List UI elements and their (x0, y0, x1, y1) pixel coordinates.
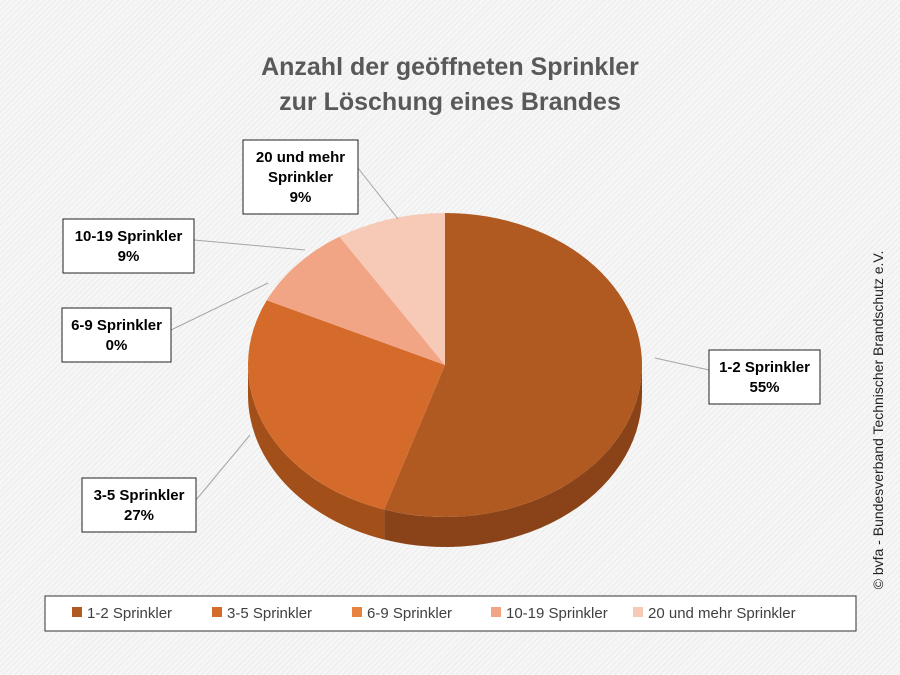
slice-label-text-1-0: 3-5 Sprinkler (94, 487, 185, 504)
legend: 1-2 Sprinkler 3-5 Sprinkler 6-9 Sprinkler 1… (44, 595, 857, 632)
legend-label-3: 10-19 Sprinkler (506, 605, 608, 622)
legend-frame (44, 595, 857, 632)
legend-item-0: 1-2 Sprinkler (72, 605, 172, 622)
slice-label-text-4-2: 9% (290, 189, 312, 206)
leader-line-4 (357, 167, 399, 220)
slice-label-box-0 (708, 349, 821, 405)
leader-line-1 (195, 434, 251, 501)
legend-item-3: 10-19 Sprinkler (491, 605, 608, 622)
pie-slice-0 (384, 213, 643, 518)
slice-label-text-0-0: 1-2 Sprinkler (719, 359, 810, 376)
legend-swatch-0 (72, 607, 82, 617)
copyright-text: © bvfa - Bundesverband Technischer Brand… (870, 251, 886, 590)
legend-label-0: 1-2 Sprinkler (87, 605, 172, 622)
legend-swatch-1 (212, 607, 222, 617)
legend-label-4: 20 und mehr Sprinkler (648, 605, 796, 622)
slice-label-text-0-1: 55% (749, 379, 779, 396)
legend-label-1: 3-5 Sprinkler (227, 605, 312, 622)
slice-label-text-2-0: 6-9 Sprinkler (71, 317, 162, 334)
legend-swatch-3 (491, 607, 501, 617)
pie-slice-1 (248, 300, 445, 510)
leader-line-0 (654, 357, 710, 371)
slice-label-box-1 (81, 477, 197, 533)
legend-label-2: 6-9 Sprinkler (367, 605, 452, 622)
pie-side-1 (248, 365, 385, 540)
slice-label-box-4 (242, 139, 359, 215)
slice-label-1: 3-5 Sprinkler 27% (81, 477, 197, 533)
pie-3d-side (248, 365, 642, 547)
legend-item-4: 20 und mehr Sprinkler (633, 605, 796, 622)
slice-label-4: 20 und mehr Sprinkler 9% (242, 139, 359, 215)
slice-label-box-3 (62, 218, 195, 274)
slice-label-2: 6-9 Sprinkler 0% (61, 307, 172, 363)
slice-label-text-4-0: 20 und mehr (256, 149, 345, 166)
leader-line-2 (170, 282, 269, 331)
leader-line-3 (193, 239, 306, 251)
slice-labels: 1-2 Sprinkler 55% 3-5 Sprinkler 27% 6-9 Spri… (61, 139, 821, 533)
slice-label-text-1-1: 27% (124, 507, 154, 524)
legend-swatch-4 (633, 607, 643, 617)
pie-slice-3 (266, 236, 445, 365)
chart-title-line-1: Anzahl der geöffneten Sprinkler (261, 53, 639, 81)
chart-title-line-2: zur Löschung eines Brandes (279, 88, 621, 116)
legend-item-2: 6-9 Sprinkler (352, 605, 452, 622)
slice-label-0: 1-2 Sprinkler 55% (708, 349, 821, 405)
slice-label-text-3-1: 9% (118, 248, 140, 265)
slice-label-3: 10-19 Sprinkler 9% (62, 218, 195, 274)
legend-item-1: 3-5 Sprinkler (212, 605, 312, 622)
slice-label-box-2 (61, 307, 172, 363)
slice-label-text-2-1: 0% (106, 337, 128, 354)
slice-label-text-4-1: Sprinkler (268, 169, 333, 186)
legend-swatch-2 (352, 607, 362, 617)
slice-label-text-3-0: 10-19 Sprinkler (75, 228, 183, 245)
pie-side-0 (384, 365, 642, 547)
pie-slice-4 (339, 213, 445, 365)
label-leader-lines (170, 167, 710, 501)
pie-slices (248, 213, 643, 518)
